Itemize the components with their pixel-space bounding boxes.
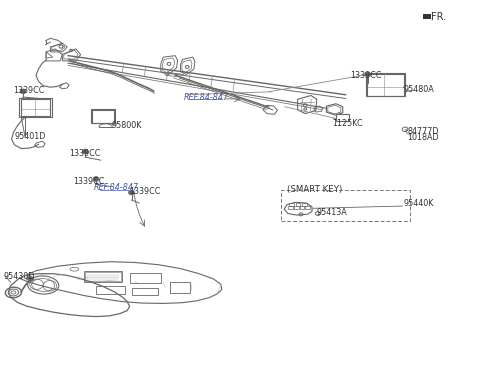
Text: 1018AD: 1018AD xyxy=(407,133,439,142)
Text: 1339CC: 1339CC xyxy=(350,71,382,80)
Bar xyxy=(21,99,50,116)
Text: 1339CC: 1339CC xyxy=(70,149,101,158)
Text: 1339CC: 1339CC xyxy=(13,86,45,96)
Circle shape xyxy=(83,149,88,154)
Circle shape xyxy=(20,89,26,94)
Circle shape xyxy=(365,72,371,77)
Circle shape xyxy=(28,277,34,281)
Bar xyxy=(132,288,158,295)
Bar xyxy=(19,98,52,117)
Text: 95480A: 95480A xyxy=(403,85,434,94)
Bar xyxy=(130,273,161,283)
Bar xyxy=(84,271,122,282)
Bar xyxy=(296,203,300,206)
Text: 84777D: 84777D xyxy=(407,127,439,136)
Bar xyxy=(281,190,410,221)
Text: REF.84-847: REF.84-847 xyxy=(184,93,229,102)
Text: 95430D: 95430D xyxy=(4,272,35,281)
Circle shape xyxy=(93,177,99,181)
Text: (SMART KEY): (SMART KEY) xyxy=(287,185,342,194)
Bar xyxy=(367,74,404,96)
Bar xyxy=(336,114,349,121)
Text: REF.84-847: REF.84-847 xyxy=(94,183,139,193)
Bar xyxy=(91,109,115,123)
Text: 1125KC: 1125KC xyxy=(332,119,363,128)
Text: FR.: FR. xyxy=(431,12,446,22)
Bar xyxy=(92,110,114,123)
Bar xyxy=(366,73,405,96)
Text: 1339CC: 1339CC xyxy=(130,187,161,196)
Bar xyxy=(170,282,190,293)
Bar xyxy=(288,206,293,209)
Bar xyxy=(294,206,299,209)
Bar xyxy=(289,203,294,206)
Text: 95440K: 95440K xyxy=(403,199,433,208)
Text: 95413A: 95413A xyxy=(317,208,348,217)
Bar xyxy=(85,272,121,281)
Bar xyxy=(96,286,125,294)
Bar xyxy=(302,203,307,206)
Text: 95800K: 95800K xyxy=(111,121,142,130)
Text: 1339CC: 1339CC xyxy=(73,177,104,186)
Bar xyxy=(423,14,431,19)
Bar xyxy=(300,206,304,209)
Bar xyxy=(305,206,310,209)
Text: 95401D: 95401D xyxy=(14,132,46,141)
Circle shape xyxy=(129,190,134,195)
